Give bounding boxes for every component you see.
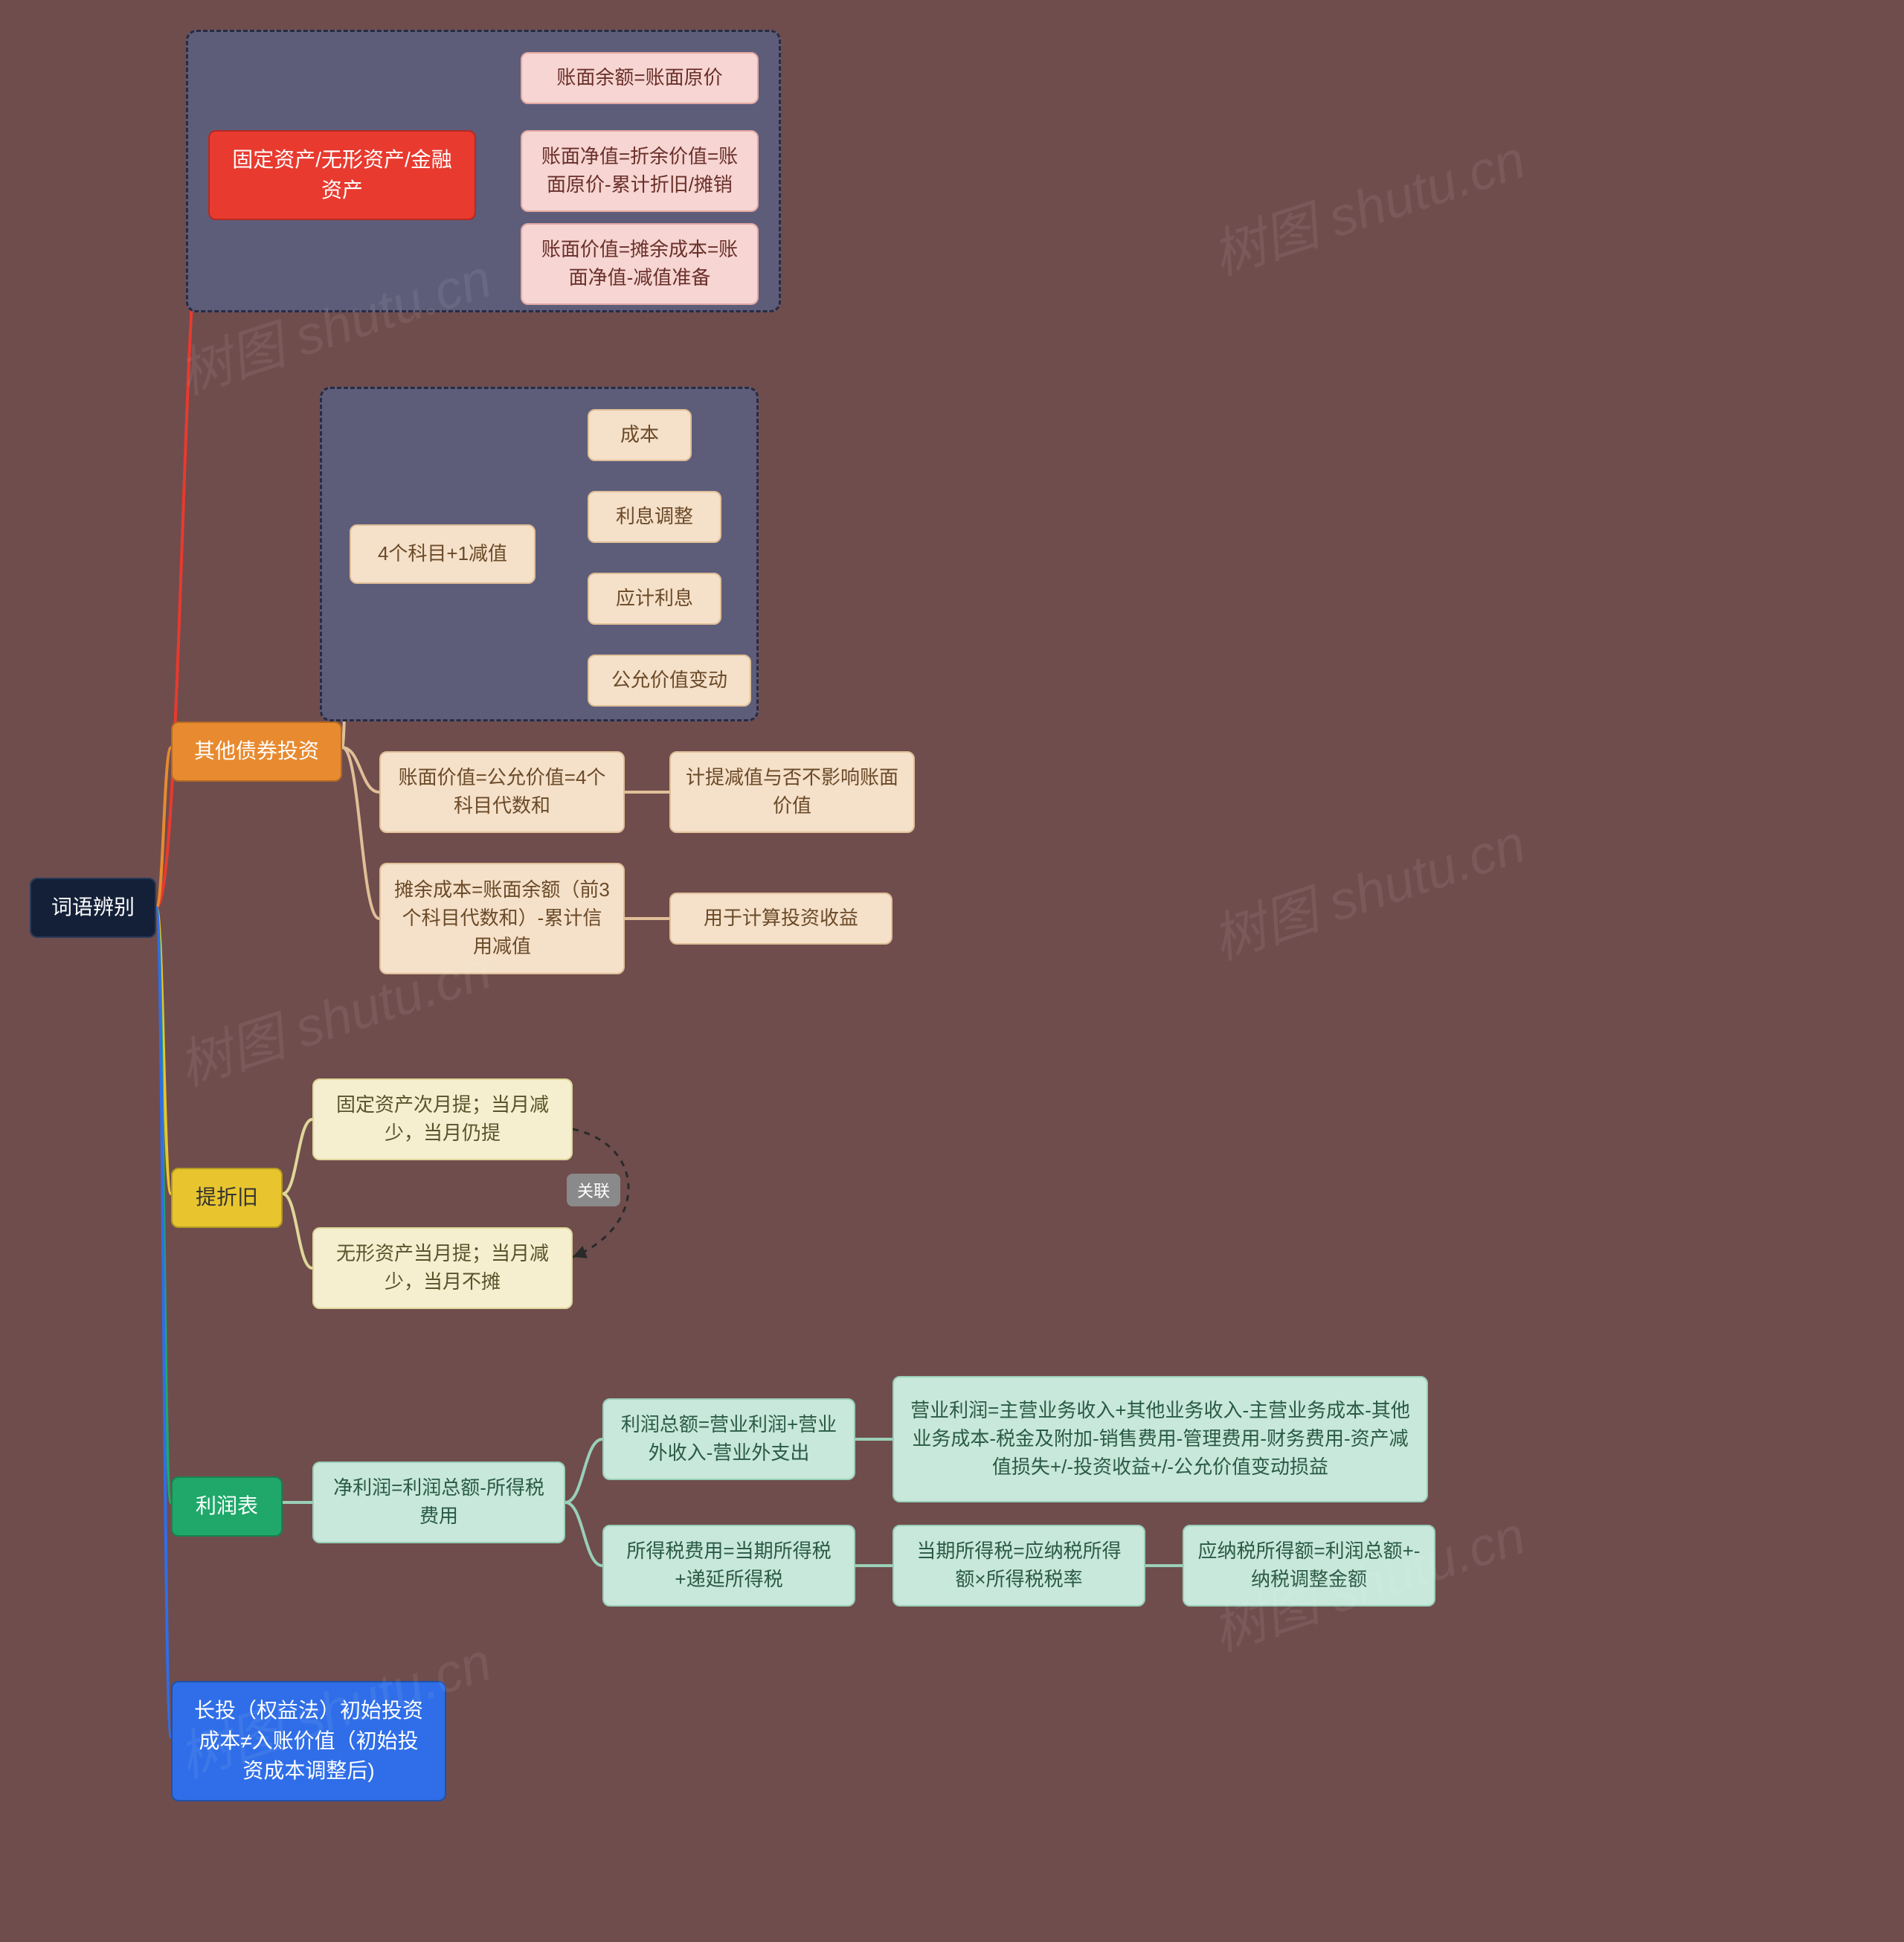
branch-income-statement[interactable]: 利润表 [171, 1476, 283, 1537]
leaf-current-tax[interactable]: 当期所得税=应纳税所得额×所得税税率 [892, 1525, 1145, 1607]
leaf-income-tax-expense[interactable]: 所得税费用=当期所得税+递延所得税 [602, 1525, 855, 1607]
leaf-book-net-value[interactable]: 账面净值=折余价值=账面原价-累计折旧/摊销 [521, 130, 759, 212]
association-label: 关联 [567, 1174, 620, 1206]
leaf-impairment-no-effect[interactable]: 计提减值与否不影响账面价值 [669, 751, 915, 833]
leaf-accrued-interest[interactable]: 应计利息 [588, 573, 721, 625]
leaf-total-profit[interactable]: 利润总额=营业利润+营业外收入-营业外支出 [602, 1398, 855, 1480]
leaf-interest-adjust[interactable]: 利息调整 [588, 491, 721, 543]
leaf-4subjects-1impairment[interactable]: 4个科目+1减值 [350, 524, 536, 584]
root-node[interactable]: 词语辨别 [30, 878, 156, 938]
leaf-amortized-cost[interactable]: 摊余成本=账面余额（前3个科目代数和）-累计信用减值 [379, 863, 625, 974]
leaf-book-value[interactable]: 账面价值=摊余成本=账面净值-减值准备 [521, 223, 759, 305]
leaf-taxable-income[interactable]: 应纳税所得额=利润总额+-纳税调整金额 [1183, 1525, 1435, 1607]
leaf-book-value-fair[interactable]: 账面价值=公允价值=4个科目代数和 [379, 751, 625, 833]
branch-fixed-assets[interactable]: 固定资产/无形资产/金融资产 [208, 130, 476, 220]
leaf-cost[interactable]: 成本 [588, 409, 692, 461]
leaf-intangible-month[interactable]: 无形资产当月提；当月减少，当月不摊 [312, 1227, 573, 1309]
leaf-net-profit[interactable]: 净利润=利润总额-所得税费用 [312, 1462, 565, 1543]
watermark: 树图 shutu.cn [1200, 115, 1533, 290]
leaf-operating-profit[interactable]: 营业利润=主营业务收入+其他业务收入-主营业务成本-其他业务成本-税金及附加-销… [892, 1376, 1428, 1502]
watermark: 树图 shutu.cn [1200, 800, 1533, 974]
leaf-calc-investment-income[interactable]: 用于计算投资收益 [669, 893, 892, 945]
leaf-book-balance[interactable]: 账面余额=账面原价 [521, 52, 759, 104]
branch-long-term-investment[interactable]: 长投（权益法）初始投资成本≠入账价值（初始投资成本调整后) [171, 1681, 446, 1801]
leaf-fair-value-change[interactable]: 公允价值变动 [588, 655, 751, 707]
branch-bond-investment[interactable]: 其他债券投资 [171, 721, 342, 782]
leaf-fixed-asset-month[interactable]: 固定资产次月提；当月减少，当月仍提 [312, 1078, 573, 1160]
branch-depreciation[interactable]: 提折旧 [171, 1168, 283, 1228]
